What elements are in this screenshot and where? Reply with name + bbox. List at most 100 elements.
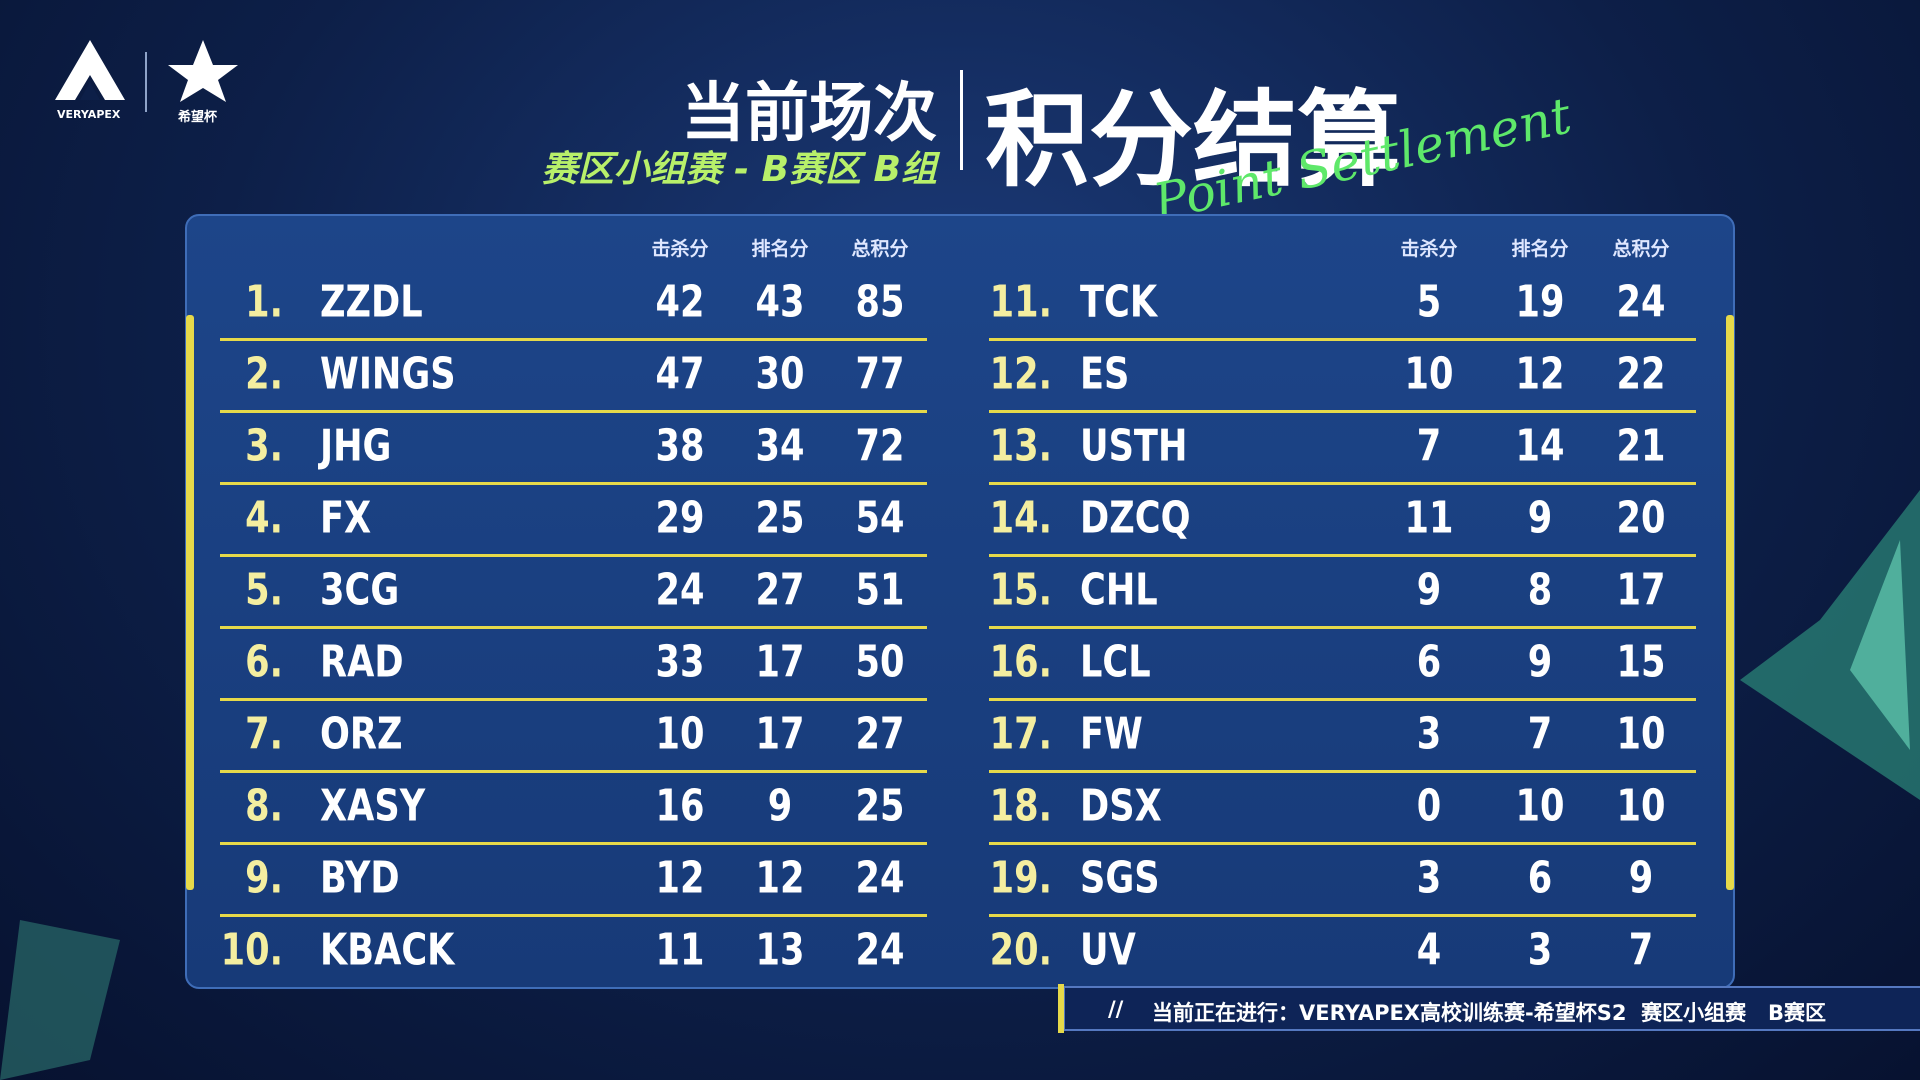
kill-points: 0 (1416, 780, 1442, 832)
rank: 4. (245, 492, 283, 544)
team-name: ZZDL (320, 276, 423, 328)
cup-icon (168, 40, 238, 102)
kill-points: 11 (655, 924, 705, 976)
logo-icon (55, 40, 125, 100)
team-name: USTH (1080, 420, 1188, 472)
placement-points: 9 (767, 780, 793, 832)
rank: 20. (989, 924, 1052, 976)
row-divider (989, 338, 1696, 341)
column-header: 排名分 (1511, 238, 1569, 260)
footer-bar (1063, 986, 1920, 1031)
rank: 14. (989, 492, 1052, 544)
placement-points: 13 (755, 924, 805, 976)
score-panel (185, 214, 1735, 989)
kill-points: 9 (1416, 564, 1442, 616)
total-points: 51 (855, 564, 905, 616)
main-title: 积分结算 (985, 79, 1402, 201)
team-name: LCL (1080, 636, 1151, 688)
row-divider (989, 482, 1696, 485)
team-name: DZCQ (1080, 492, 1191, 544)
row-divider (220, 626, 927, 629)
placement-points: 27 (755, 564, 805, 616)
team-name: SGS (1080, 852, 1160, 904)
team-name: 3CG (320, 564, 400, 616)
panel-accent (186, 315, 194, 890)
kill-points: 38 (655, 420, 705, 472)
team-name: DSX (1080, 780, 1162, 832)
placement-points: 17 (755, 708, 805, 760)
row-divider (989, 698, 1696, 701)
row-divider (220, 698, 927, 701)
kill-points: 33 (655, 636, 705, 688)
team-name: CHL (1080, 564, 1158, 616)
total-points: 9 (1628, 852, 1654, 904)
placement-points: 12 (1515, 348, 1565, 400)
team-name: WINGS (320, 348, 456, 400)
placement-points: 7 (1527, 708, 1553, 760)
placement-points: 17 (755, 636, 805, 688)
title: 当前场次 (681, 77, 937, 151)
row-divider (989, 626, 1696, 629)
panel-accent (1726, 315, 1734, 890)
row-divider (220, 842, 927, 845)
rank: 8. (245, 780, 283, 832)
total-points: 50 (855, 636, 905, 688)
total-points: 24 (1616, 276, 1666, 328)
kill-points: 11 (1404, 492, 1454, 544)
placement-points: 10 (1515, 780, 1565, 832)
kill-points: 16 (655, 780, 705, 832)
total-points: 27 (855, 708, 905, 760)
rank: 16. (989, 636, 1052, 688)
rank: 17. (989, 708, 1052, 760)
rank: 12. (989, 348, 1052, 400)
total-points: 15 (1616, 636, 1666, 688)
row-divider (220, 770, 927, 773)
footer-text: 当前正在进行：VERYAPEX高校训练赛-希望杯S2 赛区小组赛 B赛区 (1152, 1001, 1827, 1025)
placement-points: 3 (1527, 924, 1553, 976)
team-name: JHG (320, 420, 392, 472)
kill-points: 10 (655, 708, 705, 760)
placement-points: 8 (1527, 564, 1553, 616)
row-divider (220, 914, 927, 917)
rank: 7. (245, 708, 283, 760)
total-points: 10 (1616, 780, 1666, 832)
row-divider (220, 482, 927, 485)
placement-points: 9 (1527, 492, 1553, 544)
kill-points: 6 (1416, 636, 1442, 688)
placement-points: 30 (755, 348, 805, 400)
footer-accent (1058, 984, 1064, 1033)
team-name: BYD (320, 852, 400, 904)
placement-points: 6 (1527, 852, 1553, 904)
rank: 1. (245, 276, 283, 328)
kill-points: 3 (1416, 852, 1442, 904)
row-divider (220, 410, 927, 413)
rank: 6. (245, 636, 283, 688)
column-header: 总积分 (1612, 238, 1670, 260)
rank: 10. (220, 924, 283, 976)
team-name: FX (320, 492, 372, 544)
total-points: 7 (1628, 924, 1654, 976)
team-name: XASY (320, 780, 426, 832)
total-points: 10 (1616, 708, 1666, 760)
placement-points: 9 (1527, 636, 1553, 688)
kill-points: 10 (1404, 348, 1454, 400)
placement-points: 34 (755, 420, 805, 472)
team-name: KBACK (320, 924, 455, 976)
crystal-decoration (0, 920, 120, 1080)
total-points: 54 (855, 492, 905, 544)
kill-points: 4 (1416, 924, 1442, 976)
rank: 3. (245, 420, 283, 472)
total-points: 21 (1616, 420, 1666, 472)
team-name: UV (1080, 924, 1136, 976)
total-points: 24 (855, 924, 905, 976)
crystal-decoration (1740, 490, 1920, 800)
brand-logo-text: VERYAPEX (57, 108, 121, 121)
subtitle: 赛区小组赛 - B赛区 B组 (541, 149, 937, 190)
logo-divider (145, 52, 147, 112)
row-divider (989, 410, 1696, 413)
kill-points: 42 (655, 276, 705, 328)
placement-points: 25 (755, 492, 805, 544)
kill-points: 3 (1416, 708, 1442, 760)
column-header: 击杀分 (651, 238, 709, 260)
